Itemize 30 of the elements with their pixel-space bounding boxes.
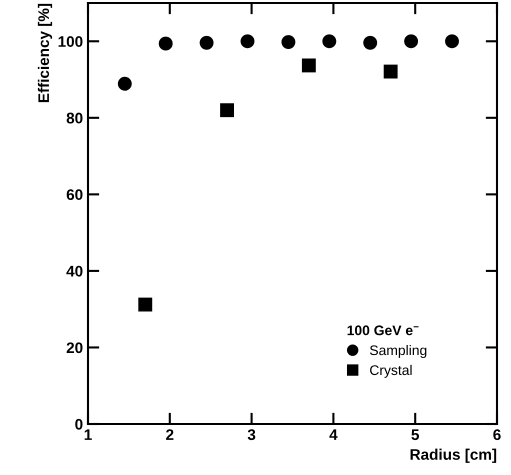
x-tick-label: 2 <box>166 429 174 440</box>
y-tick-label: 80 <box>66 112 83 124</box>
x-axis-title: Radius [cm] <box>410 448 496 463</box>
point <box>404 34 418 48</box>
point <box>302 58 316 72</box>
point <box>138 298 152 312</box>
y-tick-label: 0 <box>75 418 83 430</box>
x-tick-label: 5 <box>411 429 420 440</box>
point <box>220 103 234 118</box>
y-axis-title: Efficiency [%] <box>38 4 52 102</box>
point <box>363 36 378 50</box>
point <box>200 36 214 50</box>
point <box>240 34 254 48</box>
point <box>322 34 336 48</box>
y-tick-label: 60 <box>66 189 83 200</box>
x-tick-label: 1 <box>84 429 92 440</box>
x-tick-label: 4 <box>329 429 338 440</box>
point <box>384 64 398 78</box>
legend-label: Sampling <box>370 344 426 358</box>
y-tick-label: 20 <box>66 342 83 354</box>
legend-title: 100 GeV e$^{−}$ <box>348 325 419 336</box>
y-tick-label: 100 <box>58 36 83 47</box>
x-tick-label: 6 <box>493 429 501 440</box>
point <box>445 34 459 48</box>
x-tick-label: 3 <box>248 429 256 440</box>
point <box>158 36 173 51</box>
point <box>118 76 132 91</box>
point <box>281 35 296 49</box>
y-tick-label: 40 <box>66 266 83 277</box>
legend-label: Crystal <box>370 364 412 378</box>
